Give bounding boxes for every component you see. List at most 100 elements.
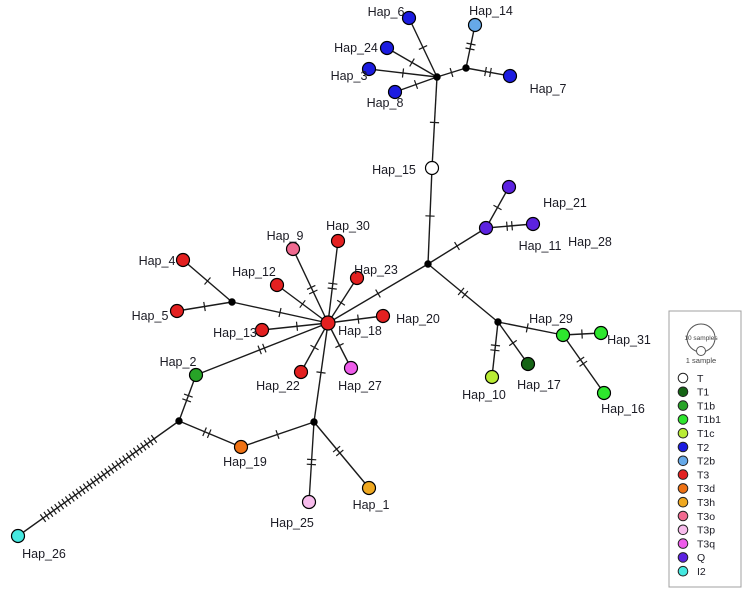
mutation-tick-mv6-Hap_26-16 (97, 473, 104, 482)
legend-label-T2b: T2b (697, 456, 715, 468)
mutation-tick-mv6-Hap_26-19 (86, 480, 93, 489)
mutation-tick-Hap_18-Hap_9-2 (306, 284, 316, 290)
mutation-tick-mv6-Hap_26-5 (136, 444, 143, 454)
edge-mv2-Hap_14 (465, 24, 476, 69)
mutation-tick-Hap_11-Hap_21-1 (493, 204, 502, 211)
node-Hap_27[interactable] (343, 360, 359, 376)
mutation-tick-Hap_18-Hap_9-1 (308, 289, 318, 295)
mutation-tick-mv5-Hap_17-1 (508, 339, 518, 347)
mutation-tick-mv6-Hap_26-2 (147, 437, 154, 446)
node-Hap_5[interactable] (169, 303, 185, 319)
node-Hap_23[interactable] (349, 270, 365, 286)
node-label-Hap_27: Hap_27 (338, 379, 382, 393)
mutation-tick-Hap_11-Hap_28-2 (511, 221, 513, 231)
legend-swatch-T3q (677, 538, 689, 549)
legend-label-T3q: T3q (697, 538, 715, 550)
node-label-Hap_11: Hap_11 (519, 239, 562, 253)
mutation-tick-mv6-Hap_26-32 (39, 514, 47, 523)
median-vector-mv7 (310, 418, 318, 426)
mutation-tick-mv6-Hap_26-9 (122, 455, 129, 464)
node-Hap_6[interactable] (401, 10, 417, 26)
node-Hap_4[interactable] (175, 252, 191, 268)
node-label-Hap_22: Hap_22 (256, 379, 300, 393)
mutation-tick-Hap_18-Hap_12-1 (299, 299, 306, 309)
mutation-tick-mv6-Hap_19-1 (202, 427, 207, 437)
node-Hap_24[interactable] (379, 40, 395, 56)
mutation-tick-Hap_18-Hap_2-2 (257, 345, 262, 355)
node-Hap_15[interactable] (424, 160, 440, 176)
legend-swatch-T3h (677, 496, 689, 508)
edge-Hap_18-Hap_20 (327, 315, 384, 324)
node-Hap_31[interactable] (593, 325, 609, 341)
edge-mv7-Hap_1 (313, 421, 370, 489)
node-label-Hap_30: Hap_30 (326, 219, 370, 233)
node-Hap_9[interactable] (285, 241, 301, 257)
node-label-Hap_7: Hap_7 (530, 82, 567, 96)
legend-label-T: T (697, 373, 704, 385)
node-Hap_16[interactable] (596, 385, 612, 401)
node-label-Hap_14: Hap_14 (469, 4, 513, 18)
mutation-tick-Hap_18-Hap_2-1 (262, 343, 267, 353)
mutation-tick-Hap_18-Hap_30-2 (328, 282, 338, 285)
mutation-tick-mv7-Hap_25-1 (307, 458, 317, 461)
size-legend-small-label: 1 sample (686, 356, 716, 365)
edge-Hap_2-mv6 (178, 374, 197, 422)
node-Hap_21[interactable] (501, 179, 517, 195)
node-Hap_7[interactable] (502, 68, 518, 84)
node-label-Hap_23: Hap_23 (354, 263, 398, 277)
node-Hap_8[interactable] (387, 84, 403, 100)
node-label-Hap_25: Hap_25 (270, 516, 314, 530)
node-Hap_25[interactable] (301, 494, 317, 510)
node-Hap_29[interactable] (555, 327, 571, 343)
legend-swatch-T1b (677, 400, 689, 411)
mutation-tick-mv7-Hap_1-2 (335, 449, 344, 457)
mutation-tick-mv6-Hap_26-10 (118, 457, 125, 466)
node-Hap_10[interactable] (484, 369, 500, 385)
mutation-tick-mv6-Hap_26-24 (68, 493, 75, 502)
node-Hap_26[interactable] (10, 528, 26, 544)
edge-mv3-mv5 (427, 263, 499, 323)
legend-swatch-T (677, 372, 689, 384)
mutation-tick-Hap_18-mv7-1 (316, 371, 326, 374)
node-Hap_13[interactable] (254, 322, 270, 338)
legend-swatch-T1b1 (677, 414, 689, 425)
legend-label-T3p: T3p (697, 525, 715, 537)
node-label-Hap_12: Hap_12 (232, 265, 276, 279)
mutation-tick-Hap_2-mv6-1 (183, 393, 193, 398)
node-Hap_30[interactable] (330, 233, 346, 249)
node-Hap_22[interactable] (293, 364, 309, 380)
legend-label-T1: T1 (697, 387, 709, 399)
mutation-tick-Hap_11-Hap_28-1 (506, 221, 508, 231)
mutation-tick-mv5-Hap_29-1 (525, 323, 529, 333)
mutation-tick-mv1-Hap_8-1 (413, 79, 419, 90)
median-vector-mv1 (433, 73, 441, 81)
node-Hap_1[interactable] (361, 480, 377, 496)
mutation-tick-mv7-Hap_1-1 (332, 445, 341, 453)
node-label-Hap_19: Hap_19 (223, 455, 267, 469)
mutation-tick-Hap_18-Hap_13-1 (295, 321, 299, 331)
node-Hap_14[interactable] (467, 17, 483, 33)
node-label-Hap_16: Hap_16 (601, 402, 645, 416)
node-Hap_3[interactable] (361, 61, 377, 77)
node-Hap_2[interactable] (188, 367, 204, 383)
mutation-tick-mv6-Hap_26-23 (72, 491, 79, 500)
node-Hap_20[interactable] (375, 308, 391, 324)
mutation-tick-mv6-Hap_26-6 (132, 447, 140, 456)
legend-label-T1b1: T1b1 (697, 414, 721, 426)
node-label-Hap_28: Hap_28 (568, 235, 612, 249)
legend-label-T2: T2 (697, 442, 709, 454)
node-Hap_18[interactable] (320, 315, 336, 331)
legend-swatch-T3d (677, 483, 689, 494)
legend-swatch-Q (677, 552, 689, 563)
node-Hap_28[interactable] (525, 216, 541, 232)
node-Hap_11[interactable] (478, 220, 494, 236)
node-Hap_19[interactable] (233, 439, 249, 455)
node-Hap_17[interactable] (520, 356, 536, 372)
mutation-tick-mv6-Hap_26-18 (89, 478, 97, 487)
mutation-tick-mv6-Hap_26-7 (129, 450, 136, 459)
node-Hap_12[interactable] (269, 277, 285, 293)
mutation-tick-mv5-Hap_10-2 (490, 349, 500, 352)
legend-label-T3d: T3d (697, 483, 715, 495)
mutation-tick-mv3-mv5-1 (457, 287, 465, 296)
